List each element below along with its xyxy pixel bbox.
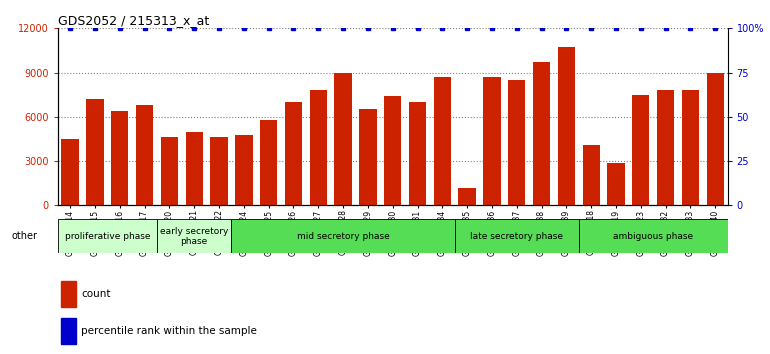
Bar [235,135,253,205]
Bar [557,47,575,205]
Bar [434,77,451,205]
Bar [632,95,649,205]
Bar [161,137,178,205]
Bar [508,80,525,205]
Bar [136,105,153,205]
Text: proliferative phase: proliferative phase [65,232,150,241]
Bar [707,73,724,205]
Text: early secretory
phase: early secretory phase [160,227,229,246]
Bar [260,120,277,205]
Bar [58,219,157,253]
Bar [608,162,624,205]
Bar [86,99,104,205]
Bar [579,219,728,253]
Bar [310,90,327,205]
Bar [657,90,675,205]
Bar [61,281,75,307]
Bar [157,219,232,253]
Text: percentile rank within the sample: percentile rank within the sample [81,326,257,336]
Bar [359,109,377,205]
Bar [62,139,79,205]
Text: ambiguous phase: ambiguous phase [613,232,693,241]
Bar [334,73,352,205]
Bar [210,137,228,205]
Bar [681,90,699,205]
Bar [285,102,302,205]
Bar [232,219,455,253]
Bar [186,132,203,205]
Text: late secretory phase: late secretory phase [470,232,564,241]
Bar [458,188,476,205]
Text: count: count [81,289,111,299]
Text: mid secretory phase: mid secretory phase [296,232,390,241]
Bar [455,219,579,253]
Bar [533,62,551,205]
Bar [111,111,129,205]
Text: other: other [12,231,38,241]
Bar [384,96,401,205]
Text: GDS2052 / 215313_x_at: GDS2052 / 215313_x_at [58,14,209,27]
Bar [409,102,427,205]
Bar [582,145,600,205]
Bar [484,77,500,205]
Bar [61,318,75,344]
